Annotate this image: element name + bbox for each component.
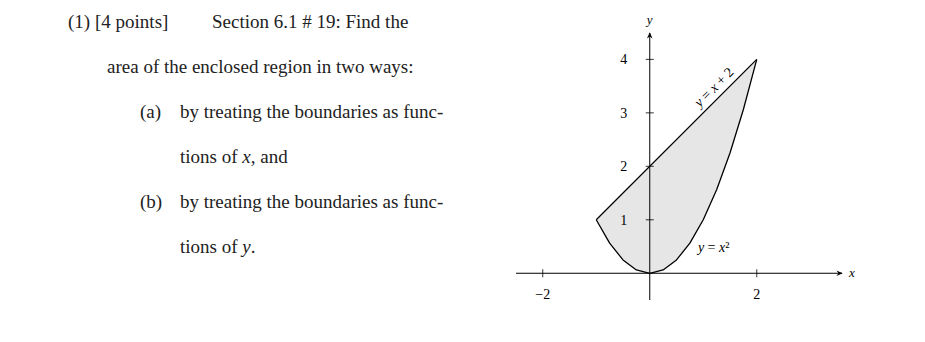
x-tick-label: −2 [535, 287, 550, 302]
part-text: by treating the boundaries as func- [180, 191, 443, 212]
y-axis-label: y [645, 12, 653, 27]
y-tick [646, 219, 654, 220]
part-text: by treating the boundaries as func- [180, 101, 443, 122]
x-tick [542, 269, 543, 277]
part-text: tions of y. [180, 236, 255, 257]
chart: x y −2 2 1 2 3 4 y = x + 2 y = x² [516, 12, 855, 302]
y-tick [646, 59, 654, 60]
x-tick [756, 269, 757, 277]
problem-number: (1) [68, 11, 90, 33]
shaded-region [596, 59, 757, 273]
x-tick-label: 2 [753, 287, 760, 302]
part-label: (a) [140, 101, 161, 123]
y-tick [646, 112, 654, 113]
x-axis [516, 273, 842, 274]
page: (1)[4 points] Section 6.1 # 19: Find the a… [0, 0, 925, 342]
problem-heading: Section 6.1 # 19: Find the [212, 11, 408, 32]
part-label: (b) [140, 191, 162, 213]
problem-text: area of the enclosed region in two ways: [107, 56, 414, 77]
curve-label: y = x² [696, 240, 730, 255]
curve [596, 59, 757, 219]
y-tick-label: 2 [620, 159, 627, 174]
y-tick-label: 1 [620, 213, 627, 228]
x-axis-label: x [848, 265, 855, 280]
curve [596, 59, 757, 273]
y-tick-label: 3 [620, 106, 627, 121]
y-tick [646, 166, 654, 167]
curve-label: y = x + 2 [690, 65, 737, 112]
problem-points: [4 points] [95, 11, 168, 32]
part-text: tions of x, and [180, 146, 288, 167]
y-tick-label: 4 [620, 52, 627, 67]
plot-area [596, 59, 757, 273]
